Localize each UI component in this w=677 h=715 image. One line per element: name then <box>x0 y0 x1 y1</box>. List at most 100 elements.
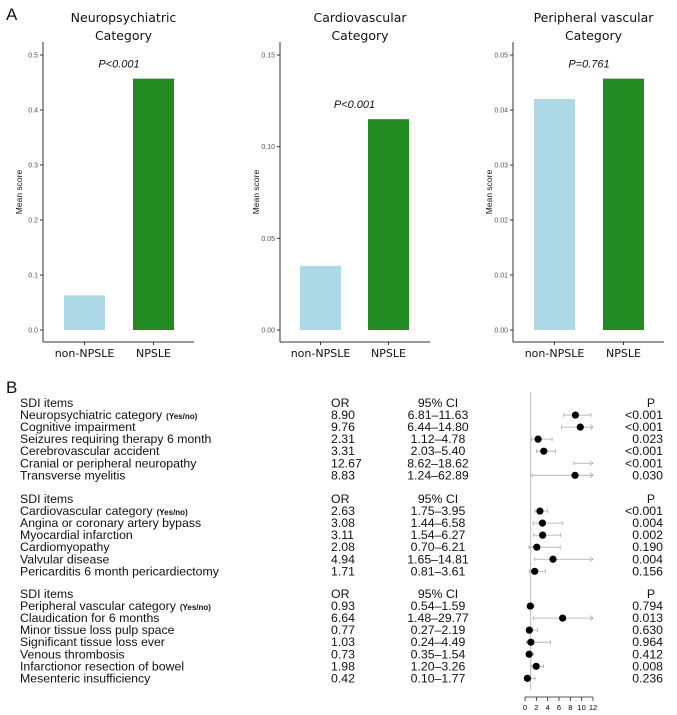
forest-row: Cognitive impairment 9.76 6.44–14.80 <0.001 <box>20 420 663 434</box>
chart-title: Peripheral vascular <box>534 10 655 25</box>
or-point <box>549 555 557 563</box>
or-value: 3.31 <box>331 444 355 458</box>
forest-x-tick-label: 4 <box>546 703 550 712</box>
header-item: SDI items <box>20 396 73 410</box>
ci-value: 1.44–6.58 <box>411 516 466 530</box>
ci-value: 6.44–14.80 <box>407 420 469 434</box>
p-value: <0.001 <box>625 420 663 434</box>
p-value-annotation: P<0.001 <box>334 99 375 111</box>
forest-row: Neuropsychiatric category (Yes/no) 8.90 6.8… <box>20 408 663 422</box>
item-label: Angina or coronary artery bypass <box>20 516 201 530</box>
header-or: OR <box>331 396 350 410</box>
p-value: 0.412 <box>632 647 663 661</box>
header-item: SDI items <box>20 492 73 506</box>
item-label: Myocardial infarction <box>20 528 133 542</box>
bar-non-npsle <box>300 265 341 330</box>
bar-chart-1: Neuropsychiatric Category 0.0 0.1 0.2 0.3 0.4 0… <box>14 10 194 360</box>
y-tick-label: 0.01 <box>494 273 508 280</box>
or-value: 8.90 <box>331 408 355 422</box>
x-tick-label: NPSLE <box>606 347 641 360</box>
or-value: 1.71 <box>331 564 355 578</box>
bar-npsle <box>133 78 174 331</box>
item-suffix: (Yes/no) <box>180 603 211 612</box>
y-tick-label: 0.1 <box>28 273 38 280</box>
item-label: Venous thrombosis <box>20 647 125 661</box>
ci-arrow <box>589 556 594 563</box>
or-point <box>526 602 534 610</box>
p-value: 0.190 <box>632 540 663 554</box>
p-value: 0.004 <box>632 516 663 530</box>
or-point <box>559 614 567 622</box>
item-label: Cerebrovascular accident <box>20 444 160 458</box>
or-point <box>532 662 540 670</box>
ci-value: 6.81–11.63 <box>408 408 469 422</box>
ci-value: 0.81–3.61 <box>411 564 466 578</box>
bar-non-npsle <box>64 295 105 330</box>
forest-row: Cardiomyopathy 2.08 0.70–6.21 0.190 <box>20 540 663 554</box>
p-value: <0.001 <box>625 456 663 470</box>
forest-row: Valvular disease 4.94 1.65–14.81 0.004 <box>20 552 663 566</box>
or-point <box>576 423 584 431</box>
p-value: 0.008 <box>632 659 663 673</box>
y-tick-label: 0.0 <box>28 328 38 335</box>
or-value: 0.42 <box>331 671 355 685</box>
or-point <box>540 447 548 455</box>
header-ci: 95% CI <box>418 492 458 506</box>
header-p: P <box>647 396 655 410</box>
item-label: Seizures requiring therapy 6 month <box>20 432 212 446</box>
header-ci: 95% CI <box>418 396 458 410</box>
item-label: Cranial or peripheral neuropathy <box>20 456 197 470</box>
p-value: <0.001 <box>625 444 663 458</box>
forest-x-tick-label: 12 <box>589 703 597 712</box>
header-or: OR <box>331 587 350 601</box>
panel-label-a: A <box>6 5 18 24</box>
or-point <box>571 471 579 479</box>
item-label: Cardiovascular category (Yes/no) <box>20 504 188 518</box>
ci-value: 0.54–1.59 <box>411 599 466 613</box>
or-point <box>525 650 533 658</box>
p-value: 0.236 <box>632 671 663 685</box>
forest-row: Infarctionor resection of bowel 1.98 1.20–… <box>20 659 663 673</box>
p-value: 0.013 <box>632 611 663 625</box>
chart-title: Category <box>95 28 153 43</box>
x-tick-label: non-NPSLE <box>291 347 351 360</box>
x-tick-label: NPSLE <box>371 347 406 360</box>
ci-value: 0.35–1.54 <box>411 647 466 661</box>
forest-x-tick-label: 6 <box>557 703 561 712</box>
or-value: 3.11 <box>331 528 354 542</box>
forest-row: Transverse myelitis 8.83 1.24–62.89 0.030 <box>20 468 663 482</box>
item-label: Transverse myelitis <box>20 468 125 482</box>
forest-row: Angina or coronary artery bypass 3.08 1.44… <box>20 516 663 530</box>
y-tick-label: 0.15 <box>261 53 275 60</box>
ci-arrow <box>589 472 594 479</box>
header-or: OR <box>331 492 350 506</box>
or-value: 9.76 <box>331 420 355 434</box>
or-value: 2.63 <box>331 504 355 518</box>
item-label: Minor tissue loss pulp space <box>20 623 175 637</box>
header-p: P <box>647 587 655 601</box>
or-value: 3.08 <box>331 516 355 530</box>
ci-value: 8.62–18.62 <box>407 456 469 470</box>
or-value: 2.31 <box>331 432 355 446</box>
y-tick-label: 0.5 <box>28 53 38 60</box>
or-value: 6.64 <box>331 611 355 625</box>
y-tick-label: 0.04 <box>494 108 508 115</box>
or-value: 0.93 <box>331 599 355 613</box>
forest-row: Myocardial infarction 3.11 1.54–6.27 0.002 <box>20 528 663 542</box>
bar-chart-2: Cardiovascular Category 0.00 0.05 0.10 0.15 Me… <box>251 10 430 360</box>
x-tick-label: non-NPSLE <box>525 347 585 360</box>
y-tick-label: 0.02 <box>494 218 508 225</box>
y-tick-label: 0.00 <box>494 328 508 335</box>
y-tick-label: 0.00 <box>261 328 275 335</box>
chart-title: Category <box>565 28 623 43</box>
item-label: Cognitive impairment <box>20 420 136 434</box>
ci-value: 0.27–2.19 <box>411 623 466 637</box>
forest-row: Cardiovascular category (Yes/no) 2.63 1.75–… <box>20 504 663 518</box>
y-tick-label: 0.05 <box>261 236 275 243</box>
p-value: 0.023 <box>632 432 663 446</box>
forest-row: Cerebrovascular accident 3.31 2.03–5.40 <0.… <box>20 444 663 458</box>
header-p: P <box>647 492 655 506</box>
y-axis-label: Mean score <box>14 170 24 215</box>
y-axis-label: Mean score <box>484 170 494 215</box>
